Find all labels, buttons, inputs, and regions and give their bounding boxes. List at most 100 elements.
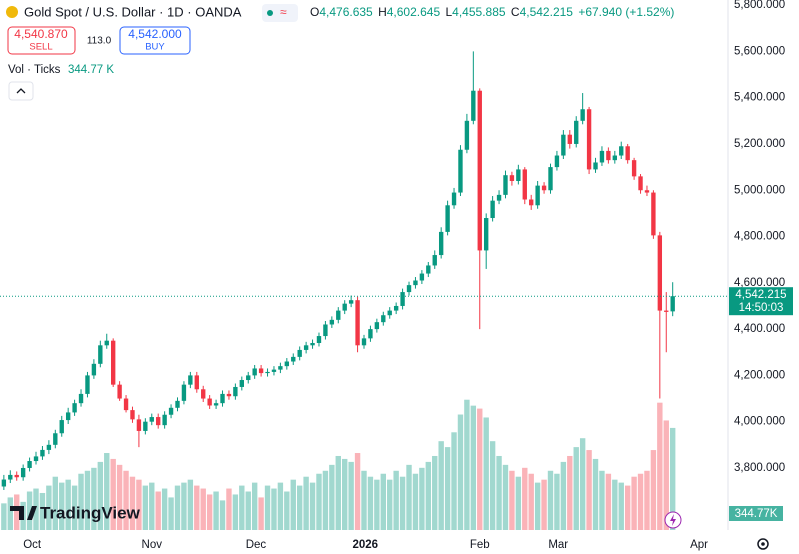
candle-body	[85, 375, 90, 394]
candle-body	[78, 393, 84, 404]
candle-body	[342, 303, 347, 311]
candle-body	[554, 155, 560, 168]
candle-body	[239, 380, 244, 387]
candle-body	[445, 205, 450, 232]
candle-body	[168, 407, 174, 415]
volume-bar	[78, 473, 84, 530]
volume-bar	[380, 473, 386, 530]
volume-bar	[290, 479, 296, 530]
volume-bar	[200, 488, 206, 530]
volume-bar	[342, 458, 348, 530]
y-tick-label: 4,400.000	[734, 323, 785, 335]
candle-body	[503, 175, 508, 195]
volume-bar	[271, 488, 277, 530]
x-tick-label: Dec	[246, 539, 267, 551]
volume-bar	[522, 467, 528, 530]
sell-button[interactable]	[7, 26, 76, 55]
volume-bar	[129, 476, 136, 530]
volume-bar	[541, 479, 547, 530]
ohlc-value: 4,542.215	[520, 5, 574, 19]
volume-bar	[309, 482, 316, 530]
collapse-icon	[16, 88, 26, 94]
volume-bar	[451, 432, 457, 530]
candle-body	[65, 412, 71, 421]
candle-body	[651, 192, 656, 236]
candle-body	[490, 200, 495, 219]
x-tick-label: Feb	[470, 539, 490, 551]
volume-tag-label: 344.77K	[735, 508, 778, 520]
collapse-button[interactable]	[8, 81, 34, 101]
volume-bar	[26, 491, 33, 530]
candle-body	[8, 474, 13, 480]
candle-body	[664, 310, 669, 312]
volume-bar	[71, 485, 78, 530]
volume-bar	[226, 488, 232, 530]
candle-body	[303, 345, 309, 350]
y-tick-label: 3,800.000	[734, 462, 785, 474]
candle-body	[246, 375, 251, 381]
candle-body	[91, 363, 97, 376]
volume-bar	[367, 476, 374, 530]
candle-body	[310, 342, 315, 346]
candle-body	[567, 134, 572, 144]
settings-icon-center	[761, 542, 765, 546]
candle-body	[387, 310, 392, 316]
candle-body	[413, 280, 418, 286]
volume-bar	[251, 482, 258, 530]
candle-body	[130, 410, 135, 420]
candle-body	[233, 386, 238, 397]
candle-body	[136, 419, 142, 431]
candle-body	[496, 194, 502, 201]
candle-body	[381, 315, 386, 323]
candle-body	[516, 169, 521, 181]
candle-body	[59, 420, 64, 434]
volume-bar	[161, 488, 168, 530]
volume-bar	[438, 441, 444, 530]
volume-bar	[39, 492, 46, 530]
candle-body	[432, 255, 437, 266]
volume-bar	[104, 453, 110, 530]
status-dot	[267, 10, 273, 16]
volume-bar	[84, 470, 91, 530]
ohlc-label: C	[511, 5, 520, 19]
volume-bar	[425, 461, 432, 530]
candle-body	[580, 109, 585, 121]
volume-bar	[663, 420, 669, 530]
buy-button[interactable]	[119, 26, 191, 55]
volume-bar	[457, 414, 464, 530]
status-box[interactable]	[262, 4, 298, 22]
volume-bar	[483, 417, 489, 530]
candle-body	[188, 375, 193, 385]
y-tick-label: 5,000.000	[734, 184, 785, 196]
candle-body	[33, 456, 39, 462]
volume-bar	[406, 464, 412, 530]
candle-body	[323, 324, 328, 337]
plot-area	[1, 51, 676, 530]
candle-body	[278, 366, 283, 370]
volume-bar	[168, 497, 174, 530]
candle-body	[143, 421, 148, 431]
candle-body	[271, 369, 277, 372]
candle-body	[541, 185, 547, 191]
volume-bar	[33, 488, 39, 530]
candle-body	[207, 398, 212, 406]
countdown: 14:50:03	[739, 302, 784, 314]
volume-bar	[213, 491, 219, 530]
volume-bar	[264, 485, 271, 530]
y-tick-label: 4,600.000	[734, 277, 785, 289]
candle-body	[644, 190, 650, 193]
volume-bar	[432, 455, 438, 530]
volume-bar	[46, 485, 52, 530]
candle-body	[175, 400, 180, 408]
candle-body	[593, 162, 598, 170]
candle-body	[631, 160, 637, 177]
candle-body	[355, 300, 360, 346]
settings-icon[interactable]	[757, 538, 769, 550]
candle-body	[657, 235, 663, 311]
volume-bar	[470, 405, 477, 530]
candle-body	[670, 296, 675, 312]
volume-bar	[239, 485, 245, 530]
volume-bar	[142, 485, 149, 530]
chart-title: Gold Spot / U.S. Dollar · 1D · OANDA	[24, 4, 242, 19]
candle-body	[419, 273, 425, 281]
